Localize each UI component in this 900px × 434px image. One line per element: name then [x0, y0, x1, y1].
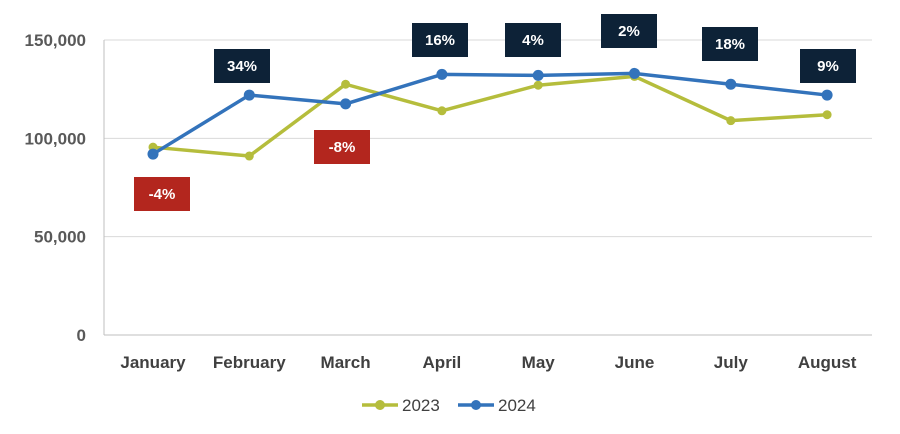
x-tick-label: January	[120, 353, 186, 372]
callout-box	[412, 23, 468, 57]
x-tick-label: August	[798, 353, 857, 372]
gridlines	[103, 39, 872, 336]
data-point	[726, 116, 736, 126]
legend-label: 2023	[402, 396, 440, 415]
series-2023	[148, 71, 832, 161]
callout-label: 34%	[227, 58, 257, 75]
callout-july: 18%	[702, 27, 758, 61]
data-point	[147, 148, 159, 160]
data-point	[629, 67, 640, 79]
data-point	[725, 78, 737, 90]
callout-january: -4%	[134, 177, 190, 211]
data-point	[532, 69, 544, 81]
callout-february: 34%	[214, 49, 270, 83]
legend-item-2024: 2024	[458, 396, 536, 415]
data-point	[244, 151, 254, 161]
data-point	[340, 98, 352, 110]
callout-box	[134, 177, 190, 211]
callout-box	[702, 27, 758, 61]
y-axis-ticks: 0 50,000 100,000 150,000	[25, 31, 86, 345]
y-tick-label: 150,000	[25, 31, 86, 50]
callout-march: -8%	[314, 130, 370, 164]
callout-label: -8%	[329, 139, 356, 156]
series-line	[151, 71, 829, 156]
callout-box	[505, 23, 561, 57]
callout-april: 16%	[412, 23, 468, 57]
legend: 2023 2024	[362, 396, 536, 415]
x-axis-categories: January February March April May June July Augu…	[120, 353, 856, 372]
legend-swatch-marker	[471, 400, 481, 410]
x-tick-label: April	[423, 353, 462, 372]
data-point	[822, 110, 832, 120]
callout-label: 4%	[522, 32, 544, 49]
y-tick-label: 100,000	[25, 129, 86, 148]
data-point	[533, 80, 543, 90]
series-line	[151, 74, 829, 158]
series-lines	[147, 67, 833, 161]
callout-box	[800, 49, 856, 83]
data-point	[821, 89, 833, 101]
data-point	[437, 106, 447, 116]
x-tick-label: June	[615, 353, 655, 372]
callout-label: 9%	[817, 58, 839, 75]
x-tick-label: July	[714, 353, 749, 372]
callout-label: 2%	[618, 23, 640, 40]
callout-label: -4%	[149, 186, 176, 203]
percent-callouts: -4% 34% -8% 16% 4% 2% 18% 9%	[134, 14, 856, 211]
series-2024	[147, 67, 833, 160]
legend-swatch-marker	[375, 400, 385, 410]
callout-label: 16%	[425, 32, 455, 49]
x-tick-label: February	[213, 353, 286, 372]
legend-item-2023: 2023	[362, 396, 440, 415]
data-point	[341, 79, 351, 89]
data-point	[243, 89, 255, 101]
x-tick-label: May	[522, 353, 556, 372]
legend-label: 2024	[498, 396, 536, 415]
y-tick-label: 50,000	[34, 228, 86, 247]
callout-box	[601, 14, 657, 48]
callout-may: 4%	[505, 23, 561, 57]
y-tick-label: 0	[77, 326, 86, 345]
callout-june: 2%	[601, 14, 657, 48]
callout-label: 18%	[715, 36, 745, 53]
callout-box	[214, 49, 270, 83]
x-tick-label: March	[321, 353, 371, 372]
data-point	[436, 68, 448, 80]
callout-box	[314, 130, 370, 164]
callout-august: 9%	[800, 49, 856, 83]
